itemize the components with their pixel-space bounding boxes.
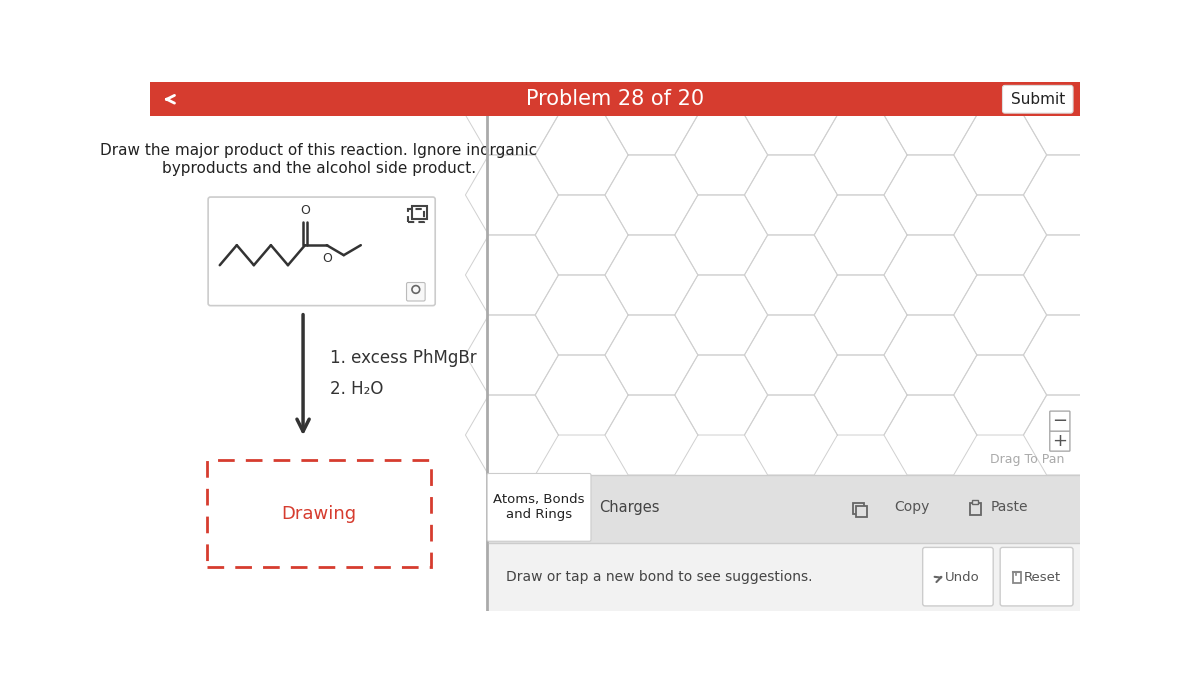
Polygon shape [744, 395, 838, 475]
Bar [408, 209, 424, 222]
Polygon shape [814, 35, 907, 115]
Bar [412, 206, 427, 220]
Text: Reset: Reset [1025, 571, 1061, 584]
Polygon shape [674, 275, 768, 355]
Polygon shape [814, 275, 907, 355]
Polygon shape [674, 35, 768, 115]
Polygon shape [535, 355, 628, 435]
FancyBboxPatch shape [1002, 85, 1073, 113]
FancyBboxPatch shape [487, 473, 590, 541]
Bar [972, 500, 978, 504]
Polygon shape [744, 155, 838, 235]
Polygon shape [884, 395, 977, 475]
Bar [856, 506, 866, 517]
Polygon shape [466, 315, 558, 395]
Polygon shape [954, 195, 1046, 275]
Polygon shape [605, 235, 698, 315]
FancyBboxPatch shape [923, 547, 994, 606]
Polygon shape [605, 75, 698, 155]
Bar [150, 116, 487, 611]
FancyBboxPatch shape [1050, 431, 1070, 451]
Text: Copy: Copy [894, 500, 929, 514]
Polygon shape [1024, 155, 1116, 235]
Polygon shape [954, 115, 1046, 195]
Polygon shape [466, 395, 558, 475]
FancyBboxPatch shape [1050, 411, 1070, 431]
Polygon shape [954, 355, 1046, 435]
Polygon shape [535, 115, 628, 195]
Polygon shape [884, 75, 977, 155]
Polygon shape [1024, 395, 1116, 475]
Text: 1. excess PhMgBr: 1. excess PhMgBr [330, 349, 476, 367]
FancyBboxPatch shape [1000, 547, 1073, 606]
Polygon shape [884, 315, 977, 395]
Polygon shape [884, 155, 977, 235]
Polygon shape [744, 315, 838, 395]
Text: Submit: Submit [1010, 92, 1064, 107]
Text: Charges: Charges [600, 500, 660, 515]
Polygon shape [814, 355, 907, 435]
Bar [206, 460, 431, 567]
Bar [488, 475, 1080, 543]
Text: Undo: Undo [946, 571, 980, 584]
Polygon shape [814, 115, 907, 195]
Polygon shape [535, 35, 628, 115]
Polygon shape [1024, 315, 1116, 395]
Bar [970, 503, 980, 515]
Bar [488, 543, 1080, 611]
Polygon shape [674, 195, 768, 275]
Text: −: − [1052, 412, 1068, 430]
Bar [853, 503, 864, 514]
Polygon shape [674, 355, 768, 435]
Bar [150, 82, 1080, 116]
FancyBboxPatch shape [407, 283, 425, 301]
Polygon shape [466, 75, 558, 155]
Polygon shape [466, 155, 558, 235]
Polygon shape [744, 75, 838, 155]
Polygon shape [535, 195, 628, 275]
Text: Atoms, Bonds
and Rings: Atoms, Bonds and Rings [493, 493, 584, 521]
Polygon shape [535, 275, 628, 355]
Polygon shape [605, 315, 698, 395]
Polygon shape [744, 235, 838, 315]
Polygon shape [1024, 235, 1116, 315]
Bar [1013, 572, 1021, 583]
Text: Problem 28 of 20: Problem 28 of 20 [526, 89, 704, 109]
Text: Paste: Paste [991, 500, 1028, 514]
Text: O: O [323, 252, 332, 265]
Text: Draw the major product of this reaction. Ignore inorganic
byproducts and the alc: Draw the major product of this reaction.… [100, 143, 538, 176]
Polygon shape [466, 235, 558, 315]
Polygon shape [605, 395, 698, 475]
Polygon shape [1024, 75, 1116, 155]
Polygon shape [954, 275, 1046, 355]
Polygon shape [884, 235, 977, 315]
Text: 2. H₂O: 2. H₂O [330, 380, 384, 398]
Text: +: + [1052, 432, 1067, 450]
FancyBboxPatch shape [208, 197, 436, 306]
Text: O: O [300, 204, 310, 217]
Polygon shape [674, 115, 768, 195]
Polygon shape [954, 35, 1046, 115]
Text: Draw or tap a new bond to see suggestions.: Draw or tap a new bond to see suggestion… [506, 569, 814, 584]
Text: Drawing: Drawing [281, 504, 356, 523]
Bar [487, 116, 1080, 611]
Polygon shape [605, 155, 698, 235]
Polygon shape [814, 195, 907, 275]
Text: Drag To Pan: Drag To Pan [990, 453, 1064, 466]
